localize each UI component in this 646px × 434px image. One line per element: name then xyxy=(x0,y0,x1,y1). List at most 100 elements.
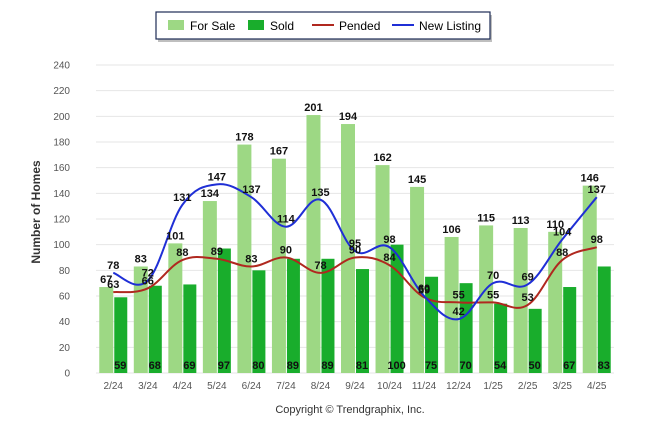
data-label-new-listing: 42 xyxy=(452,306,464,318)
data-label-sold: 89 xyxy=(287,360,299,372)
x-tick-label: 3/24 xyxy=(138,381,158,392)
bar-sold xyxy=(597,266,611,373)
legend-label-sold: Sold xyxy=(270,19,294,33)
y-tick-label: 160 xyxy=(53,163,70,174)
series-line-pended xyxy=(113,246,598,309)
bar-sold xyxy=(459,283,473,373)
bar-sold xyxy=(217,248,231,373)
bar-sold xyxy=(114,297,128,373)
data-label-new-listing: 137 xyxy=(588,184,606,196)
x-tick-label: 11/24 xyxy=(412,381,437,392)
bar-sold xyxy=(183,284,197,373)
x-tick-label: 2/24 xyxy=(104,381,124,392)
data-label-pended: 83 xyxy=(245,253,257,265)
bar-for-sale xyxy=(341,124,355,374)
data-label-for-sale: 115 xyxy=(477,212,495,224)
bar-for-sale xyxy=(513,227,528,373)
lines xyxy=(112,183,598,321)
bar-sold xyxy=(528,308,542,373)
data-label-sold: 50 xyxy=(529,360,541,372)
bar-for-sale xyxy=(306,115,321,374)
legend-label-pended: Pended xyxy=(339,19,380,33)
bar-for-sale xyxy=(99,287,114,373)
data-label-for-sale: 110 xyxy=(546,219,564,231)
y-tick-label: 20 xyxy=(59,343,71,354)
bar-for-sale xyxy=(271,158,286,373)
bar-sold xyxy=(286,258,300,373)
y-tick-label: 180 xyxy=(53,138,70,149)
data-label-pended: 53 xyxy=(522,292,534,304)
data-label-for-sale: 113 xyxy=(512,215,530,227)
y-tick-label: 120 xyxy=(53,215,70,226)
x-tick-label: 4/24 xyxy=(173,381,193,392)
data-label-pended: 90 xyxy=(280,245,292,257)
bar-sold xyxy=(321,258,335,373)
y-axis-ticks: 0 20 40 60 80 100 120 140 160 180 200 220 240 xyxy=(53,61,70,380)
data-label-pended: 59 xyxy=(418,284,430,296)
x-tick-label: 3/25 xyxy=(552,381,572,392)
data-label-pended: 55 xyxy=(452,289,464,301)
data-label-for-sale: 167 xyxy=(270,146,288,158)
bar-sold xyxy=(148,285,162,373)
data-label-sold: 59 xyxy=(114,360,126,372)
data-label-for-sale: 178 xyxy=(235,132,253,144)
y-tick-label: 240 xyxy=(53,61,70,72)
data-label-sold: 67 xyxy=(563,360,575,372)
x-tick-label: 10/24 xyxy=(377,381,402,392)
bar-for-sale xyxy=(202,201,217,373)
data-label-new-listing: 147 xyxy=(208,171,226,183)
data-label-sold: 80 xyxy=(252,360,264,372)
data-label-new-listing: 78 xyxy=(107,260,119,272)
legend-swatch-for-sale xyxy=(168,20,184,30)
legend-label-new-listing: New Listing xyxy=(419,19,481,33)
x-tick-label: 4/25 xyxy=(587,381,607,392)
y-tick-label: 100 xyxy=(53,240,70,251)
x-tick-label: 5/24 xyxy=(207,381,227,392)
data-label-new-listing: 135 xyxy=(311,187,329,199)
x-tick-label: 1/25 xyxy=(483,381,503,392)
bar-for-sale xyxy=(133,266,148,373)
bar-for-sale xyxy=(444,236,459,373)
bar-for-sale xyxy=(479,225,494,373)
bar-for-sale xyxy=(168,243,183,373)
data-label-new-listing: 60 xyxy=(418,283,430,295)
data-label-pended: 88 xyxy=(176,247,188,259)
y-tick-label: 0 xyxy=(64,369,70,380)
data-label-sold: 70 xyxy=(459,360,471,372)
y-tick-label: 40 xyxy=(59,317,71,328)
bar-for-sale xyxy=(410,186,425,373)
data-label-for-sale: 101 xyxy=(166,230,184,242)
data-label-new-listing: 98 xyxy=(383,234,395,246)
data-label-new-listing: 104 xyxy=(553,227,572,239)
x-tick-label: 2/25 xyxy=(518,381,538,392)
data-label-pended: 89 xyxy=(211,246,223,258)
x-tick-label: 8/24 xyxy=(311,381,331,392)
data-label-pended: 84 xyxy=(383,252,396,264)
data-label-sold: 81 xyxy=(356,360,368,372)
y-tick-label: 200 xyxy=(53,112,70,123)
data-label-sold: 97 xyxy=(218,360,230,372)
data-label-new-listing: 114 xyxy=(277,214,296,226)
data-label-sold: 75 xyxy=(425,360,437,372)
bar-sold xyxy=(494,303,508,373)
bar-sold xyxy=(252,270,266,373)
series-line-new-listing xyxy=(112,183,598,321)
data-label-for-sale: 83 xyxy=(135,253,147,265)
bar-sold xyxy=(356,269,369,373)
data-label-new-listing: 70 xyxy=(487,270,499,282)
bar-sold xyxy=(390,244,404,373)
legend: For Sale Sold Pended New Listing xyxy=(155,11,492,42)
data-label-pended: 66 xyxy=(142,275,154,287)
data-label-sold: 69 xyxy=(183,360,195,372)
y-tick-label: 60 xyxy=(59,292,71,303)
y-tick-label: 220 xyxy=(53,86,70,97)
data-label-for-sale: 201 xyxy=(304,102,322,114)
x-tick-label: 9/24 xyxy=(345,381,365,392)
data-label-pended: 98 xyxy=(591,234,603,246)
y-axis-title: Number of Homes xyxy=(29,160,43,264)
data-label-for-sale: 67 xyxy=(100,274,112,286)
data-label-pended: 63 xyxy=(107,279,119,291)
